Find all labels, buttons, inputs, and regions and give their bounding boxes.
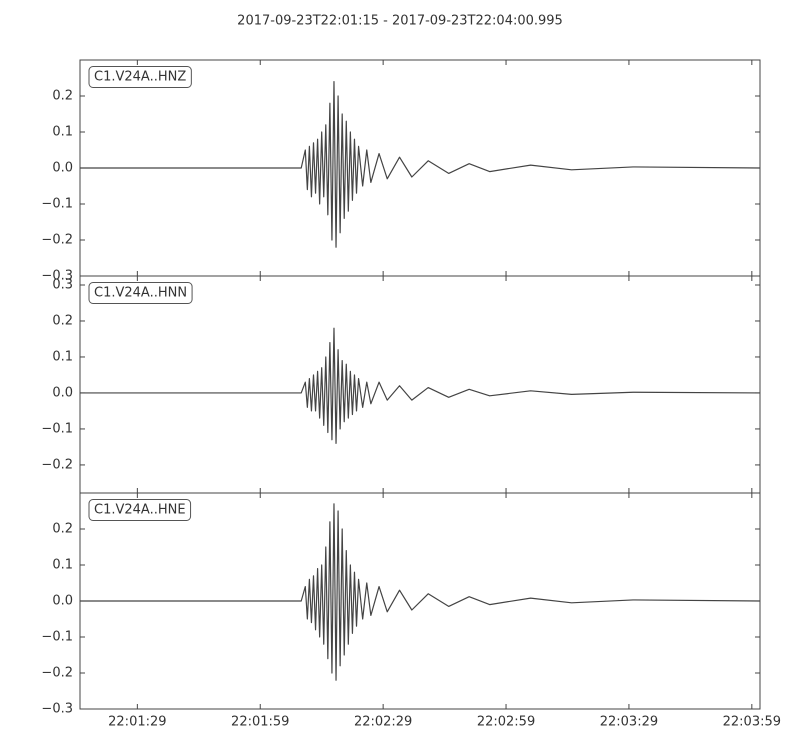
y-tick-label: 0.2: [52, 89, 73, 104]
y-tick-label: 0.1: [52, 125, 73, 140]
y-tick-label: −0.1: [41, 421, 73, 436]
x-tick-label: 22:03:59: [723, 715, 781, 730]
y-tick-label: −0.2: [41, 457, 73, 472]
trace-label-box: [88, 66, 192, 88]
y-tick-label: −0.2: [41, 666, 73, 681]
x-tick-label: 22:02:59: [477, 715, 535, 730]
y-tick-label: 0.0: [52, 385, 73, 400]
waveform: [80, 327, 761, 444]
trace-label: C1.V24A..HNE: [94, 503, 186, 518]
y-tick-label: 0.2: [52, 313, 73, 328]
y-tick-label: −0.2: [41, 233, 73, 248]
waveform: [80, 503, 761, 681]
chart-title: 2017-09-23T22:01:15 - 2017-09-23T22:04:0…: [237, 14, 563, 29]
x-tick-label: 22:03:29: [600, 715, 658, 730]
x-tick-label: 22:02:29: [354, 715, 412, 730]
y-tick-label: 0.3: [52, 277, 73, 292]
trace-label: C1.V24A..HNN: [94, 286, 187, 301]
y-tick-label: −0.1: [41, 197, 73, 212]
trace-label-box: [88, 499, 192, 521]
y-tick-label: 0.1: [52, 558, 73, 573]
waveform: [80, 81, 761, 248]
y-tick-label: −0.3: [41, 269, 73, 284]
y-tick-label: 0.0: [52, 161, 73, 176]
y-tick-label: −0.3: [41, 702, 73, 717]
y-tick-label: 0.0: [52, 594, 73, 609]
x-tick-label: 22:01:59: [231, 715, 289, 730]
x-tick-label: 22:01:29: [108, 715, 166, 730]
trace-label-box: [88, 282, 193, 304]
y-tick-label: 0.1: [52, 349, 73, 364]
y-tick-label: −0.1: [41, 630, 73, 645]
trace-label: C1.V24A..HNZ: [94, 70, 186, 85]
y-tick-label: 0.2: [52, 522, 73, 537]
